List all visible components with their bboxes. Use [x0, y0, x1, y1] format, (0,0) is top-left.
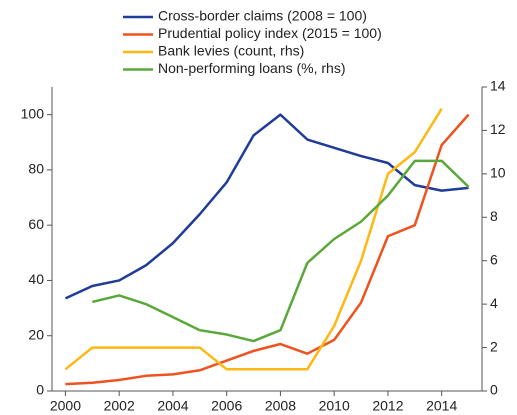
x-tick-label: 2012 [372, 398, 403, 414]
series-line [65, 113, 470, 386]
y2-tick-label: 4 [490, 295, 498, 311]
legend-label: Prudential policy index (2015 = 100) [158, 25, 382, 41]
series-line [64, 108, 443, 371]
y-tick-label: 40 [28, 271, 44, 287]
x-tick-label: 2008 [265, 398, 296, 414]
legend-label: Cross-border claims (2008 = 100) [158, 8, 367, 24]
y2-tick-label: 10 [490, 165, 506, 181]
legend-label: Non-performing loans (%, rhs) [158, 60, 346, 76]
x-tick-label: 2000 [50, 398, 81, 414]
y-tick-label: 60 [28, 216, 44, 232]
series-line [92, 159, 470, 343]
y-tick-label: 80 [28, 161, 44, 177]
x-tick-label: 2006 [211, 398, 242, 414]
y2-tick-label: 8 [490, 208, 498, 224]
y2-tick-label: 2 [490, 338, 498, 354]
x-tick-label: 2010 [319, 398, 350, 414]
series-line [64, 113, 469, 300]
y2-tick-label: 6 [490, 251, 498, 267]
y2-tick-label: 14 [490, 78, 506, 94]
y-tick-label: 100 [21, 105, 45, 121]
x-tick-label: 2014 [426, 398, 457, 414]
y-tick-label: 0 [36, 382, 44, 398]
y-tick-label: 20 [28, 326, 44, 342]
y2-tick-label: 12 [490, 121, 506, 137]
y2-tick-label: 0 [490, 382, 498, 398]
x-tick-label: 2002 [104, 398, 135, 414]
legend-label: Bank levies (count, rhs) [158, 43, 304, 59]
x-tick-label: 2004 [157, 398, 188, 414]
